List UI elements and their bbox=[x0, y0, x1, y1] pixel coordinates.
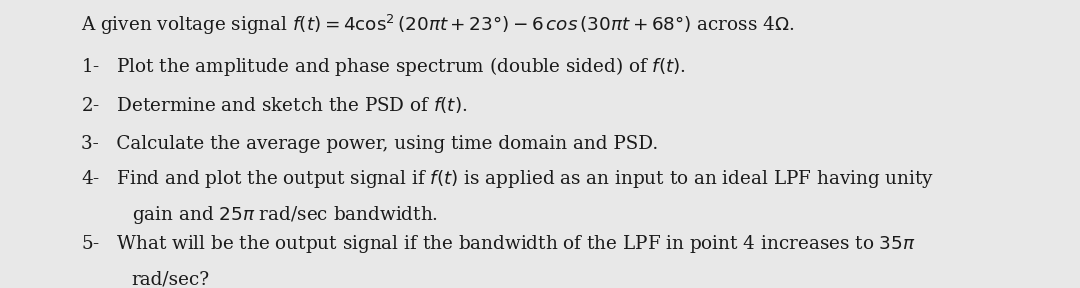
Text: gain and $25\pi$ rad/sec bandwidth.: gain and $25\pi$ rad/sec bandwidth. bbox=[132, 204, 437, 226]
Text: A given voltage signal $f(t) = 4\cos^2(20\pi t + 23°) - 6\,cos\,(30\pi t + 68°)$: A given voltage signal $f(t) = 4\cos^2(2… bbox=[81, 13, 795, 37]
Text: 4-   Find and plot the output signal if $f(t)$ is applied as an input to an idea: 4- Find and plot the output signal if $f… bbox=[81, 168, 934, 190]
Text: 2-   Determine and sketch the PSD of $f(t)$.: 2- Determine and sketch the PSD of $f(t)… bbox=[81, 95, 468, 115]
Text: 3-   Calculate the average power, using time domain and PSD.: 3- Calculate the average power, using ti… bbox=[81, 135, 658, 153]
Text: 1-   Plot the amplitude and phase spectrum (double sided) of $f(t)$.: 1- Plot the amplitude and phase spectrum… bbox=[81, 55, 686, 78]
Text: 5-   What will be the output signal if the bandwidth of the LPF in point 4 incre: 5- What will be the output signal if the… bbox=[81, 233, 916, 255]
Text: rad/sec?: rad/sec? bbox=[132, 270, 210, 288]
